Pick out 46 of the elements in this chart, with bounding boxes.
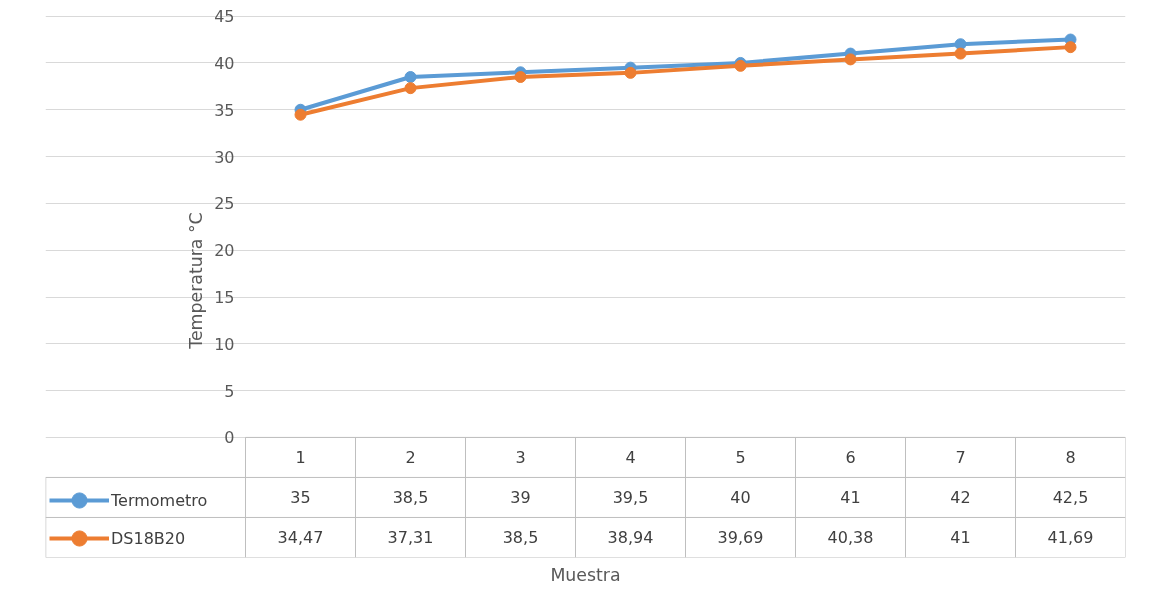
point: [1064, 41, 1077, 54]
point: [294, 108, 307, 121]
y-tick-label: 25: [214, 194, 235, 214]
point: [954, 47, 967, 60]
y-tick-label: 40: [214, 53, 235, 73]
data-label: 39,69: [717, 528, 764, 548]
point: [844, 53, 857, 66]
data-label: 39: [510, 488, 531, 508]
data-label: 37,31: [387, 528, 434, 548]
data-label: 41,69: [1047, 528, 1094, 548]
x-tick-label: 3: [515, 448, 526, 468]
point: [404, 82, 417, 95]
y-tick-label: 15: [214, 288, 235, 307]
data-label: 41: [950, 528, 971, 548]
data-label: 35: [290, 488, 311, 508]
point: [624, 66, 637, 79]
data-label: 38,5: [392, 488, 429, 508]
data-label: 42: [950, 488, 971, 508]
x-tick-label: 2: [405, 448, 416, 468]
point: [514, 71, 527, 83]
x-tick-label: 8: [1065, 448, 1076, 468]
data-label: 40,38: [827, 528, 874, 548]
data-label: 34,47: [277, 528, 324, 548]
text: Muestra: [550, 564, 621, 585]
x-tick-label: 6: [845, 448, 856, 468]
y-tick-label: 35: [214, 100, 235, 120]
y-tick-label: 20: [214, 241, 235, 261]
x-tick-label: 7: [955, 448, 966, 468]
x-tick-label: 4: [625, 448, 636, 468]
data-label: 42,5: [1052, 488, 1089, 508]
y-tick-label: 45: [214, 7, 235, 27]
legend-label: DS18B20: [111, 527, 186, 550]
data-label: 40: [730, 488, 751, 508]
data-label: 38,94: [607, 528, 654, 548]
y-tick-label: 30: [214, 147, 235, 167]
y-axis-title: Temperatura °C: [186, 212, 207, 350]
data-label: 38,5: [502, 528, 539, 548]
data-label: 41: [840, 488, 861, 508]
point: [404, 71, 417, 83]
y-tick-label: 0: [224, 428, 235, 448]
x-tick-label: 5: [735, 448, 746, 468]
data-label: 39,5: [612, 488, 649, 508]
y-tick-label: 5: [224, 381, 235, 401]
x-tick-label: 1: [295, 448, 306, 468]
y-tick-label: 10: [214, 334, 235, 354]
legend-label: Termometro: [111, 489, 208, 512]
